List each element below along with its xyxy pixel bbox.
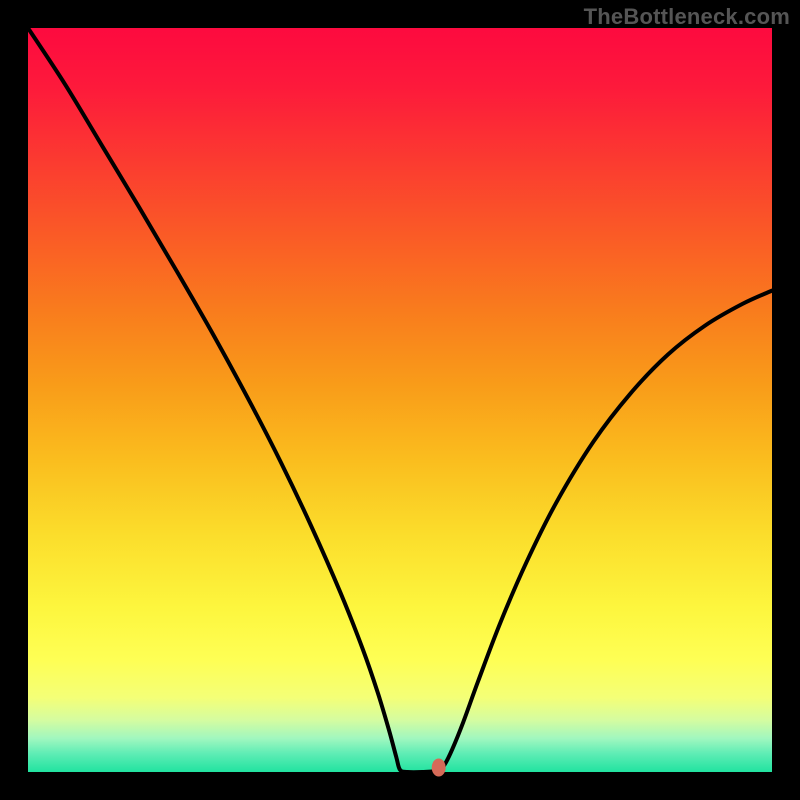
bottleneck-chart <box>0 0 800 800</box>
plot-background <box>28 28 772 772</box>
chart-container: TheBottleneck.com <box>0 0 800 800</box>
optimal-point-marker <box>432 759 446 777</box>
watermark-text: TheBottleneck.com <box>584 4 790 30</box>
